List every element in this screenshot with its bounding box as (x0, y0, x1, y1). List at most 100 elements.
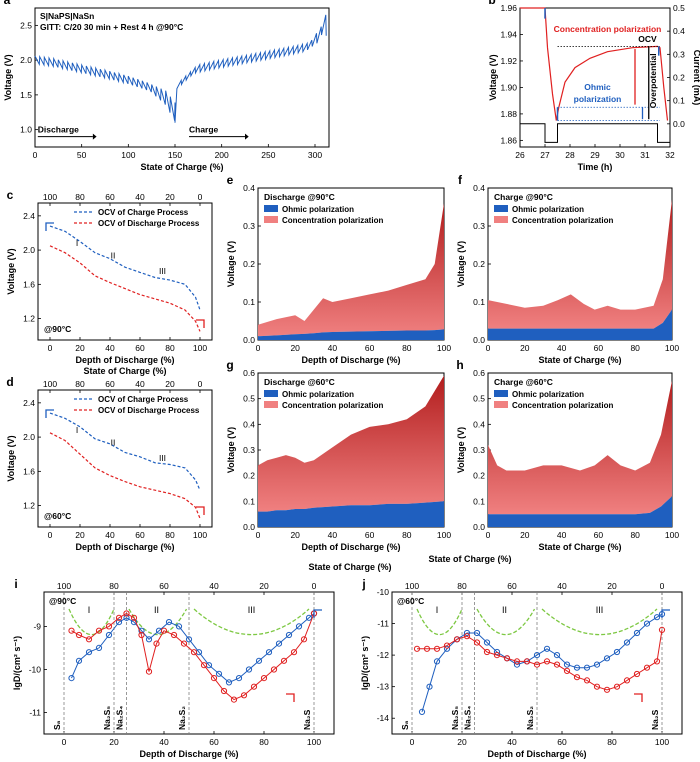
x-tick-label: 40 (105, 530, 115, 540)
ohmic-area (488, 309, 672, 340)
diffusion-point (493, 652, 501, 659)
ohmic-area (488, 496, 672, 527)
y-tick-label: 2.0 (20, 55, 32, 65)
x-tick-label: 60 (594, 530, 604, 540)
diffusion-point (235, 675, 243, 682)
x2-tick-label: 100 (57, 581, 71, 591)
y-tick-label: 0.0 (473, 335, 485, 345)
x2-tick-label: 20 (165, 192, 175, 202)
y-tick-label: 0.3 (473, 445, 485, 455)
x-tick-label: 80 (165, 343, 175, 353)
legend-label: Ohmic polarization (282, 390, 354, 399)
region-label: II (111, 438, 116, 448)
diffusion-point (68, 627, 75, 634)
x-axis-label: Depth of Discharge (%) (75, 542, 174, 552)
x-tick-label: 60 (557, 737, 567, 747)
diffusion-point (423, 645, 431, 652)
y-tick-label: 2.0 (23, 245, 35, 255)
x-axis-label: State of Charge (%) (538, 542, 621, 552)
x-axis-label: State of Charge (%) (538, 355, 621, 365)
x2-tick-label: 0 (312, 581, 317, 591)
diffusion-point (418, 708, 426, 716)
condition-label: @90°C (44, 324, 71, 334)
ohmic-label-1: Ohmic (584, 82, 611, 92)
y-tick-label: 1.5 (20, 90, 32, 100)
legend-swatch-concentration (494, 401, 508, 408)
legend-label: Ohmic polarization (512, 390, 584, 399)
y-tick-label: 0.1 (473, 496, 485, 506)
y-tick-label: -10 (377, 587, 390, 597)
x-tick-label: 40 (328, 343, 338, 353)
diffusion-point (443, 645, 451, 652)
y2-tick-label: 0.2 (673, 73, 685, 83)
y-axis-label: Voltage (V) (226, 427, 236, 473)
y-tick-label: -10 (29, 664, 42, 674)
x2-tick-label: 40 (557, 581, 567, 591)
panel-title: Charge @90°C (494, 192, 553, 202)
charge-direction-arrow (45, 409, 54, 418)
legend-label: OCV of Discharge Process (98, 219, 200, 228)
phase-label: Na₂S (650, 709, 660, 730)
x-tick-label: 100 (193, 530, 207, 540)
diffusion-point (115, 614, 123, 621)
x-tick-label: 100 (665, 343, 679, 353)
y-tick-label: -9 (33, 621, 41, 631)
legend-swatch-concentration (264, 401, 278, 408)
legend-label: Concentration polarization (512, 401, 613, 410)
y-tick-label: 0.3 (473, 221, 485, 231)
diffusion-point (473, 629, 481, 637)
y-tick-label: 0.6 (243, 368, 255, 378)
y-tick-label: 1.2 (23, 314, 35, 324)
x-axis-label: Time (h) (578, 162, 613, 172)
panel-letter: b (488, 0, 495, 7)
panel-e: 0 20 40 60 80 100 0.0 0.1 0.2 0.3 0.4 Depth of Disc… (226, 173, 451, 365)
x2-tick-label: 40 (135, 192, 145, 202)
diffusion-point (483, 648, 491, 656)
diffusion-point (75, 657, 83, 664)
x-tick-label: 60 (365, 530, 375, 540)
x2-tick-label: 80 (75, 379, 85, 389)
legend-swatch-ohmic (264, 390, 278, 397)
x-tick-label: 20 (109, 737, 119, 747)
diffusion-point (523, 658, 531, 665)
legend-swatch-concentration (494, 216, 508, 223)
diffusion-point (613, 648, 621, 656)
x-tick-label: 60 (135, 343, 145, 353)
diffusion-point (265, 649, 273, 656)
panel-letter: h (456, 358, 463, 372)
diffusion-point (573, 664, 581, 671)
diffusion-point (290, 649, 298, 656)
concentration-area (258, 203, 444, 337)
y-axis-label: Voltage (V) (6, 248, 16, 294)
y-tick-label: 1.0 (20, 125, 32, 135)
x2-tick-label: 80 (109, 581, 119, 591)
x-tick-label: 20 (290, 530, 300, 540)
panel-d: 0 20 40 60 80 100 1.2 1.6 2.0 2.4 100 80 60 40 20 0 Dept… (6, 375, 213, 552)
region-label: III (248, 605, 256, 615)
y-tick-label: 0.2 (243, 471, 255, 481)
diffusion-point (280, 657, 288, 664)
diffusion-point (603, 686, 611, 693)
diffusion-point (123, 614, 130, 621)
x2-tick-label: 80 (457, 581, 467, 591)
diffusion-point (593, 661, 601, 668)
x2-tick-label: 20 (259, 581, 269, 591)
diffusion-point (215, 670, 223, 677)
y-axis-label: Voltage (V) (226, 241, 236, 287)
x-tick-label: 26 (515, 150, 525, 160)
y-tick-label: -14 (377, 713, 390, 723)
diffusion-point (643, 664, 651, 671)
diffusion-point (473, 639, 481, 646)
y-tick-label: -11 (377, 619, 389, 629)
legend-swatch-ohmic (494, 205, 508, 212)
y-tick-label: 2.5 (20, 20, 32, 30)
y-axis-label: Voltage (V) (6, 435, 16, 481)
diffusion-line (417, 629, 663, 691)
panel-letter: c (7, 188, 14, 202)
y-tick-label: 1.90 (500, 82, 517, 92)
x-axis-label: Depth of Discharge (%) (75, 355, 174, 365)
x-tick-label: 60 (135, 530, 145, 540)
panel-title: Discharge @60°C (264, 377, 335, 387)
diffusion-point (115, 619, 123, 626)
diffusion-point (285, 631, 293, 639)
